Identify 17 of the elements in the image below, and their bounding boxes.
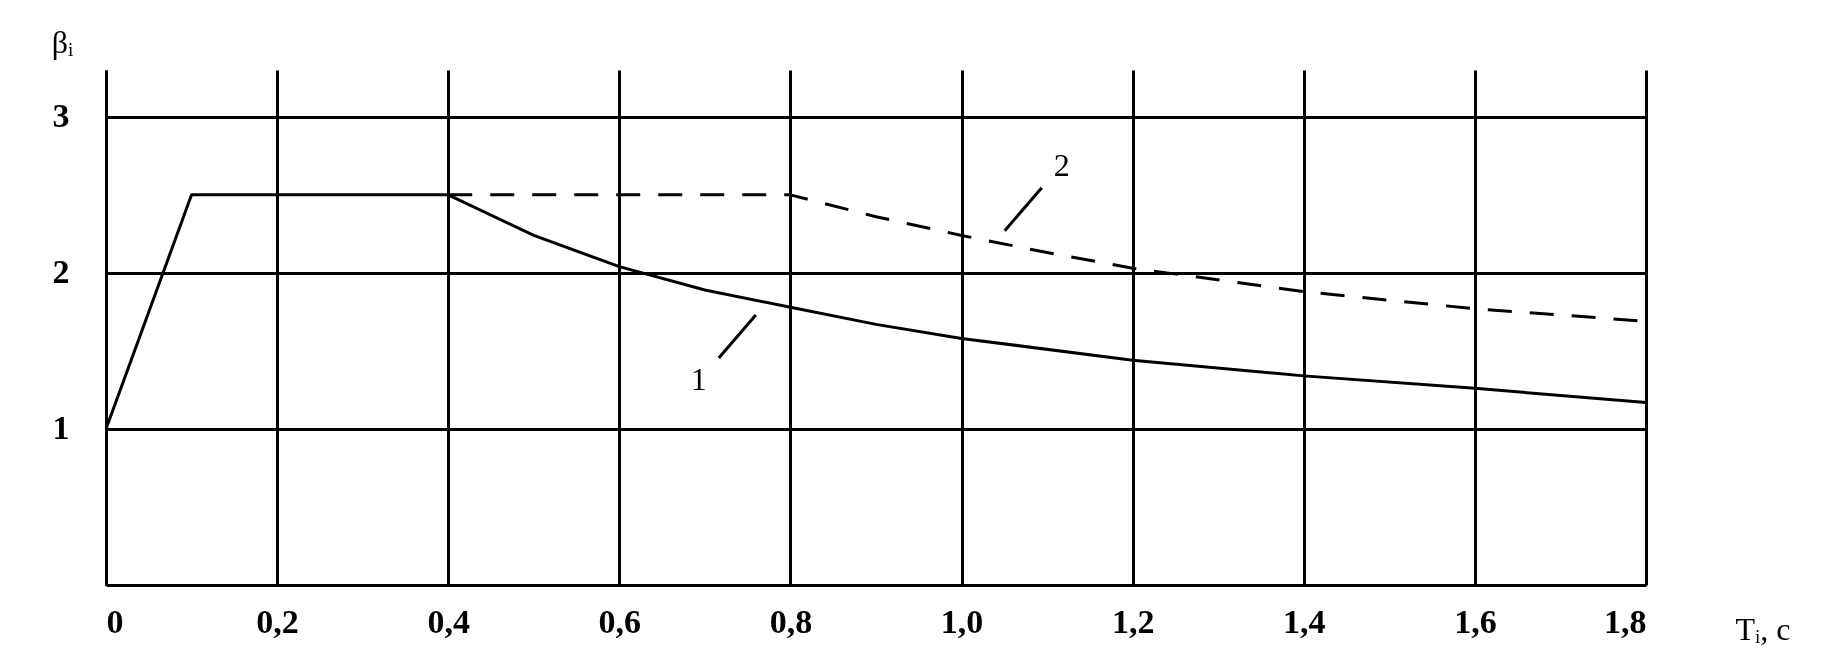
y-tick-label: 3	[52, 97, 70, 135]
x-tick-label: 0,6	[598, 602, 642, 640]
x-tick-label: 1,2	[1111, 602, 1155, 640]
x-tick-label: 0	[106, 602, 124, 640]
x-tick-label: 1,4	[1283, 602, 1326, 640]
y-tick-label: 1	[52, 409, 70, 447]
x-tick-label: 0,4	[427, 602, 470, 640]
annotation: 2	[1053, 146, 1070, 183]
y-tick-label: 2	[52, 253, 70, 291]
x-tick-label: 1,0	[940, 602, 984, 640]
x-tick-label: 0,2	[256, 602, 299, 640]
x-tick-label: 1,8	[1604, 602, 1647, 640]
x-tick-label: 1,6	[1454, 602, 1497, 640]
annotation: 1	[690, 361, 707, 398]
x-axis-title: Tᵢ, с	[1735, 610, 1791, 647]
y-axis-title: βᵢ	[51, 23, 74, 60]
x-tick-label: 0,8	[769, 602, 813, 640]
